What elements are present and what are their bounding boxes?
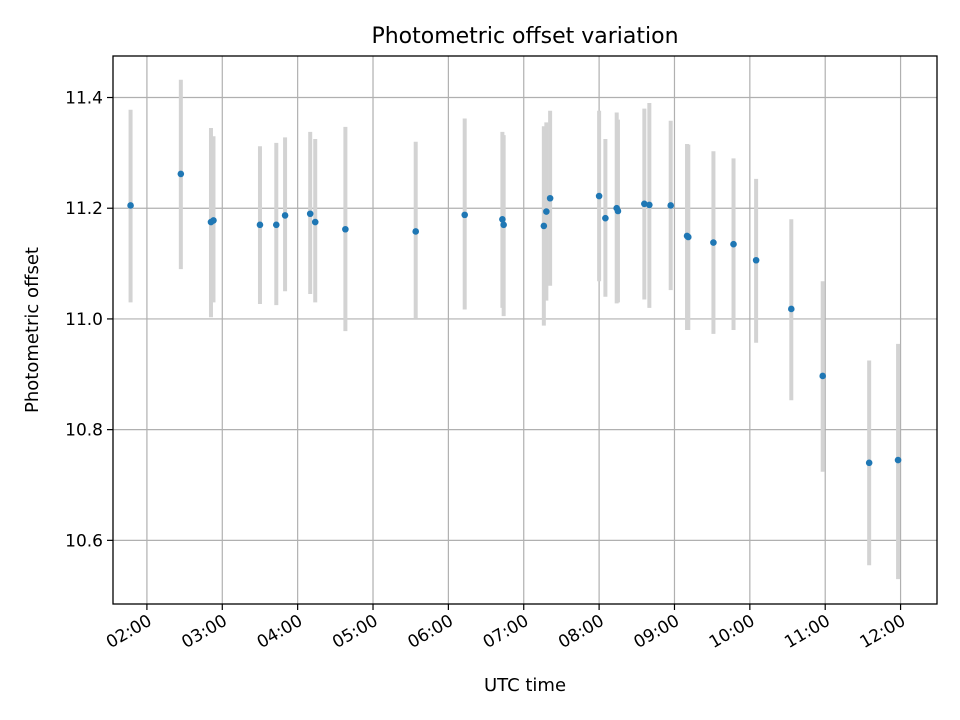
data-point [819, 372, 826, 380]
data-point [614, 207, 622, 215]
data-point [281, 212, 289, 219]
data-point [595, 192, 603, 200]
y-tick-label: 11.4 [65, 89, 103, 109]
data-point [865, 459, 873, 467]
y-tick-label: 11.0 [65, 310, 103, 330]
data-point [646, 201, 653, 209]
data-point [787, 305, 795, 313]
grid-lines [113, 56, 937, 604]
data-point [894, 456, 902, 464]
data-point [177, 170, 185, 178]
data-point [546, 194, 554, 202]
data-point [272, 221, 280, 229]
chart-title: Photometric offset variation [371, 24, 678, 49]
data-point [752, 256, 760, 264]
data-point [500, 221, 507, 229]
data-point [710, 239, 717, 246]
data-point [602, 214, 609, 222]
data-point [342, 225, 349, 233]
plot-frame [112, 55, 938, 605]
data-point [684, 233, 692, 241]
data-point [461, 211, 469, 219]
data-point [730, 240, 737, 248]
y-axis-ticks: 10.6 10.8 11.0 11.2 11.4 [65, 89, 113, 551]
data-point [667, 202, 675, 209]
data-point [540, 222, 548, 230]
data-point [127, 202, 134, 209]
data-point [210, 217, 217, 224]
y-axis-label: Photometric offset [22, 247, 43, 413]
data-points [127, 170, 902, 467]
data-point [256, 221, 264, 229]
data-point [641, 200, 648, 208]
y-tick-label: 10.8 [65, 421, 103, 441]
data-point [311, 218, 319, 226]
data-point [412, 228, 420, 235]
data-point [306, 210, 314, 218]
data-point [499, 215, 506, 223]
y-tick-label: 10.6 [65, 531, 103, 551]
y-tick-label: 11.2 [65, 199, 103, 219]
data-point [543, 208, 550, 215]
x-axis-label: UTC time [484, 675, 566, 696]
